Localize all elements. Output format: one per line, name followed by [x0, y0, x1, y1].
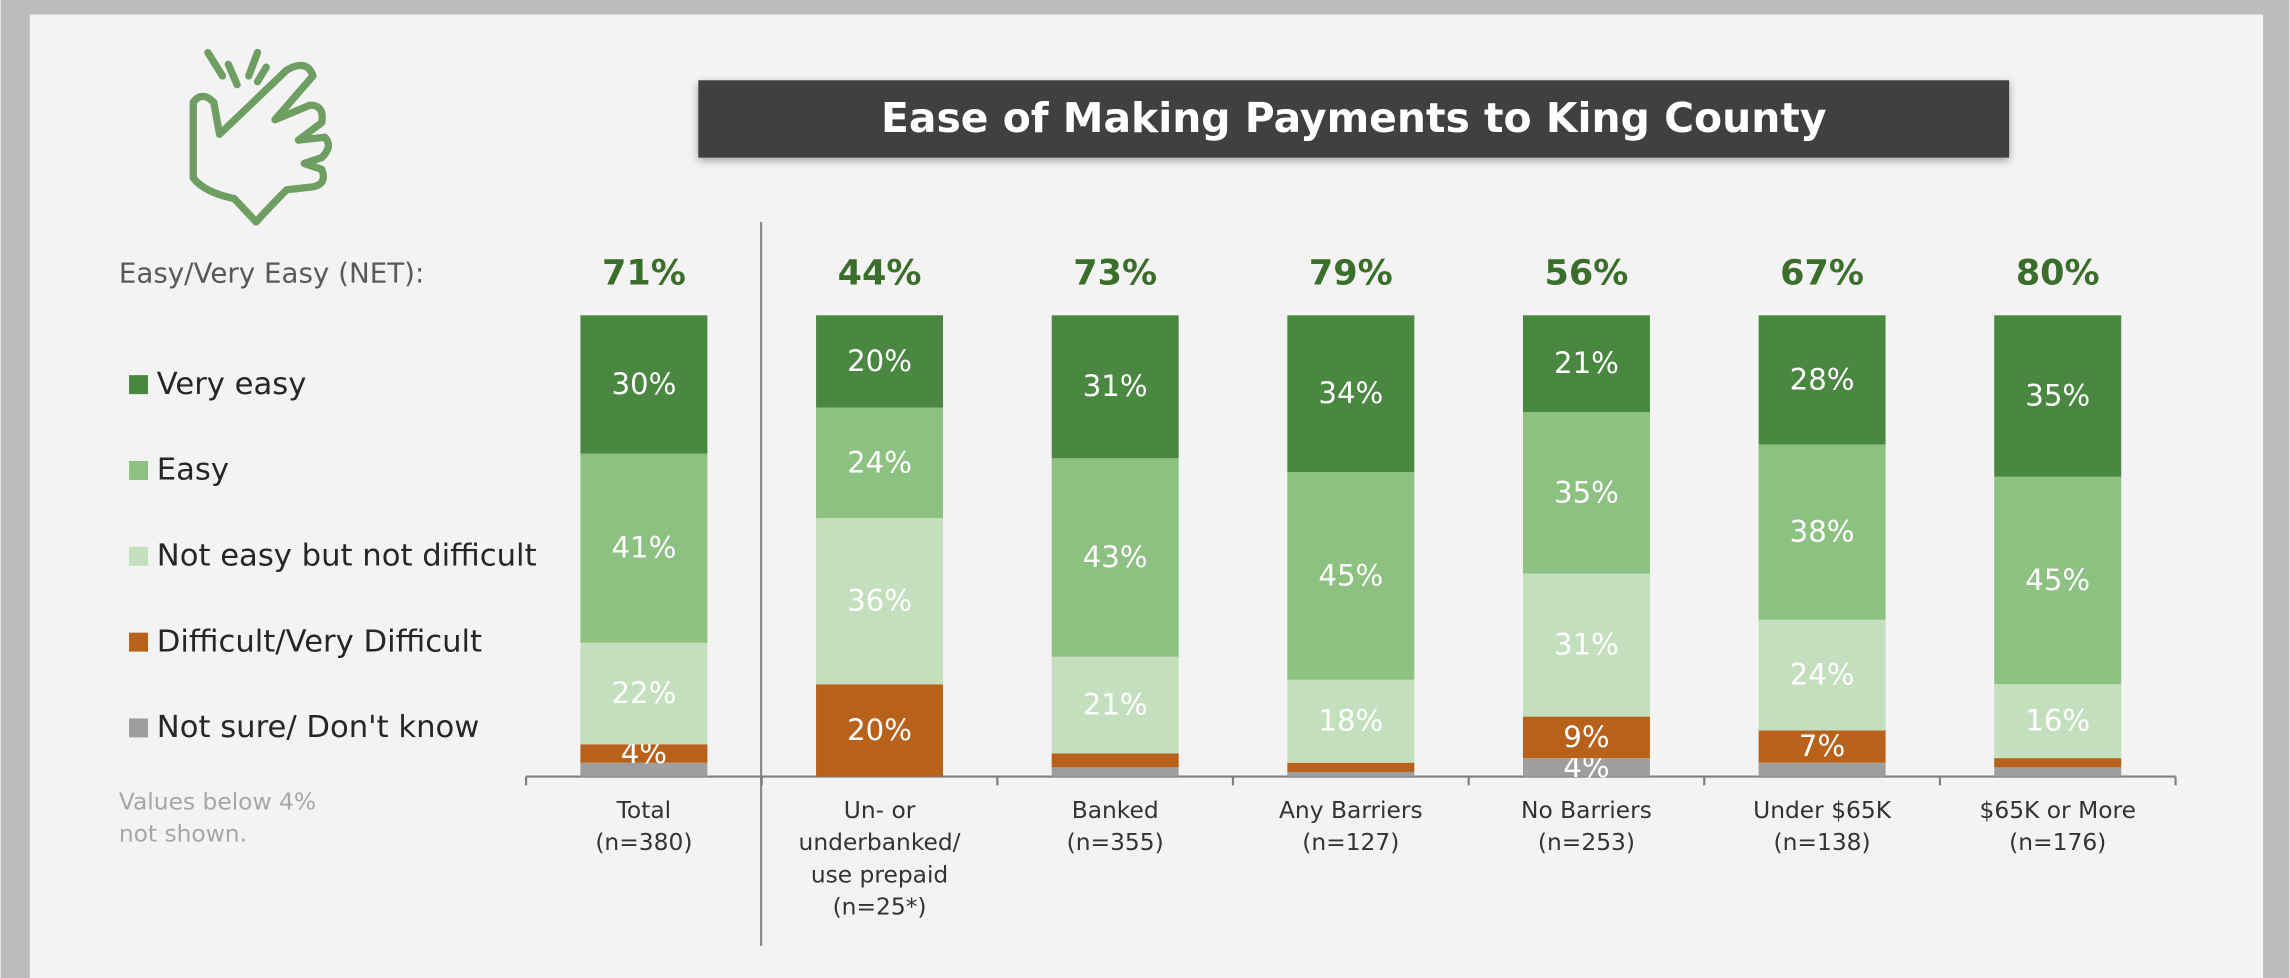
bar-segment: [1994, 476, 2122, 685]
bar-segment: [1522, 758, 1650, 777]
bar-segment: [1994, 684, 2122, 759]
bar-segment: [1758, 619, 1886, 731]
bar-segment: [1994, 767, 2122, 777]
x-tick-label: Under $65K: [1753, 796, 1892, 824]
bar-segment: [1051, 656, 1179, 754]
x-tick-label: Any Barriers: [1279, 796, 1423, 824]
x-tick-label: No Barriers: [1521, 796, 1652, 824]
icon: [189, 48, 332, 226]
bar-segment: [1051, 753, 1179, 768]
data-label: 9%: [1563, 720, 1609, 754]
bar-segment: [1994, 315, 2122, 477]
bar-segment: [1287, 679, 1415, 763]
x-tick-label: use prepaid: [811, 860, 948, 888]
data-label: 38%: [1790, 515, 1855, 549]
bar-segment: [580, 453, 708, 643]
data-label: 45%: [1318, 558, 1383, 592]
x-tick-label: (n=176): [2009, 828, 2106, 856]
data-label: 31%: [1083, 369, 1148, 403]
bar-segment: [1758, 444, 1886, 620]
bar-segment: [1758, 730, 1886, 763]
x-tick-label: (n=25*): [833, 892, 927, 920]
data-label: 24%: [847, 445, 912, 479]
legend-label: Very easy: [157, 367, 307, 402]
legend-swatch: [129, 718, 149, 738]
x-tick-label: (n=127): [1302, 828, 1399, 856]
bar-segment: [1522, 573, 1650, 717]
chart-title: Ease of Making Payments to King County: [881, 94, 1826, 142]
data-label: 24%: [1790, 658, 1855, 692]
net-value: 67%: [1780, 252, 1864, 293]
note: not shown.: [119, 819, 247, 847]
data-label: 16%: [2025, 704, 2090, 738]
legend-label: Not easy but not difficult: [157, 539, 537, 574]
net-value: 44%: [838, 252, 922, 293]
x-tick-label: Total: [616, 796, 672, 824]
bar-segment: [1051, 458, 1179, 657]
data-label: 18%: [1318, 704, 1383, 738]
x-tick-label: (n=253): [1538, 828, 1635, 856]
net-value: 56%: [1545, 252, 1629, 293]
legend-label: Difficult/Very Difficult: [157, 624, 482, 659]
data-label: 31%: [1554, 628, 1619, 662]
data-label: 45%: [2025, 563, 2090, 597]
bar-segment: [580, 642, 708, 745]
legend-swatch: [129, 375, 149, 395]
net-value: 73%: [1073, 252, 1157, 293]
legend-swatch: [129, 460, 149, 480]
x-tick-label: underbanked/: [799, 828, 961, 856]
bar-segment: [1994, 758, 2122, 768]
data-label: 30%: [611, 367, 676, 401]
data-label: 21%: [1083, 688, 1148, 722]
title-bar: [698, 80, 2010, 158]
bar-segment: [816, 518, 944, 685]
legend-label: Easy: [157, 453, 229, 488]
bar-segment: [1522, 716, 1650, 759]
bar-segment: [1522, 412, 1650, 574]
legend-swatch: [129, 632, 149, 652]
bar-segment: [1051, 315, 1179, 459]
note: Values below 4%: [119, 787, 316, 815]
bar-segment: [580, 315, 708, 454]
bar-segment: [1758, 762, 1886, 777]
data-label: 43%: [1083, 540, 1148, 574]
net-value: 79%: [1309, 252, 1393, 293]
data-label: 28%: [1790, 362, 1855, 396]
data-label: 21%: [1554, 346, 1619, 380]
data-label: 20%: [847, 713, 912, 747]
legend-swatch: [129, 546, 149, 566]
x-tick-label: Un- or: [844, 796, 916, 824]
data-label: 22%: [611, 676, 676, 710]
net-value: 71%: [602, 252, 686, 293]
data-label: 36%: [847, 584, 912, 618]
legend-label: Not sure/ Don't know: [157, 710, 480, 745]
data-label: 7%: [1799, 729, 1845, 763]
bar-segment: [580, 744, 708, 763]
bar-segment: [816, 407, 944, 519]
net-value: 80%: [2016, 252, 2100, 293]
x-tick-label: (n=138): [1774, 828, 1871, 856]
x-tick-label: (n=380): [595, 828, 692, 856]
data-label: 34%: [1318, 376, 1383, 410]
bar-segment: [1287, 771, 1415, 777]
data-label: 35%: [1554, 475, 1619, 509]
bar-segment: [1522, 315, 1650, 413]
x-tick-label: $65K or More: [1979, 796, 2135, 824]
data-label: 35%: [2025, 378, 2090, 412]
bar-segment: [1287, 315, 1415, 473]
bar-segment: [816, 315, 944, 408]
bar-segment: [1051, 767, 1179, 777]
x-tick-label: Banked: [1072, 796, 1159, 824]
bar-segment: [816, 684, 944, 777]
bar-segment: [1758, 315, 1886, 445]
bar-segment: [1287, 472, 1415, 680]
data-label: 41%: [611, 531, 676, 565]
bar-segment: [580, 762, 708, 777]
data-label: 20%: [847, 344, 912, 378]
bar-segment: [1287, 762, 1415, 772]
net-label: Easy/Very Easy (NET):: [119, 256, 424, 289]
x-tick-label: (n=355): [1067, 828, 1164, 856]
